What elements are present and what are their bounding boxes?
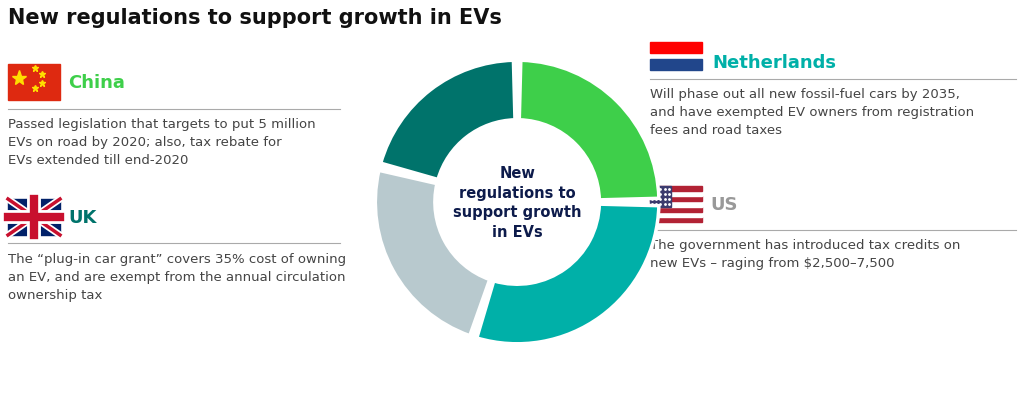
Circle shape: [435, 120, 599, 285]
Text: UK: UK: [68, 209, 96, 226]
Text: Netherlands: Netherlands: [712, 54, 836, 72]
Text: New regulations to support growth in EVs: New regulations to support growth in EVs: [8, 8, 502, 28]
Text: Passed legislation that targets to put 5 million
EVs on road by 2020; also, tax : Passed legislation that targets to put 5…: [8, 118, 315, 166]
Bar: [650, 43, 702, 54]
Text: Will phase out all new fossil-fuel cars by 2035,
and have exempted EV owners fro: Will phase out all new fossil-fuel cars …: [650, 88, 974, 136]
Text: New
regulations to
support growth
in EVs: New regulations to support growth in EVs: [453, 165, 582, 240]
Bar: [650, 187, 702, 192]
Text: China: China: [68, 74, 125, 92]
Bar: [650, 202, 702, 207]
Bar: [650, 192, 702, 197]
Text: The government has introduced tax credits on
new EVs – raging from $2,500–7,500: The government has introduced tax credit…: [650, 239, 961, 269]
Bar: [650, 187, 671, 207]
Wedge shape: [381, 61, 515, 180]
Bar: [650, 197, 702, 202]
Wedge shape: [376, 171, 489, 336]
Bar: [650, 217, 702, 222]
Text: The “plug-in car grant” covers 35% cost of owning
an EV, and are exempt from the: The “plug-in car grant” covers 35% cost …: [8, 252, 346, 301]
Bar: [8, 65, 60, 101]
Wedge shape: [477, 205, 658, 344]
Bar: [650, 212, 702, 217]
Wedge shape: [519, 61, 658, 200]
Bar: [8, 200, 60, 235]
Bar: [650, 207, 702, 212]
Text: US: US: [710, 196, 737, 213]
Bar: [650, 60, 702, 71]
